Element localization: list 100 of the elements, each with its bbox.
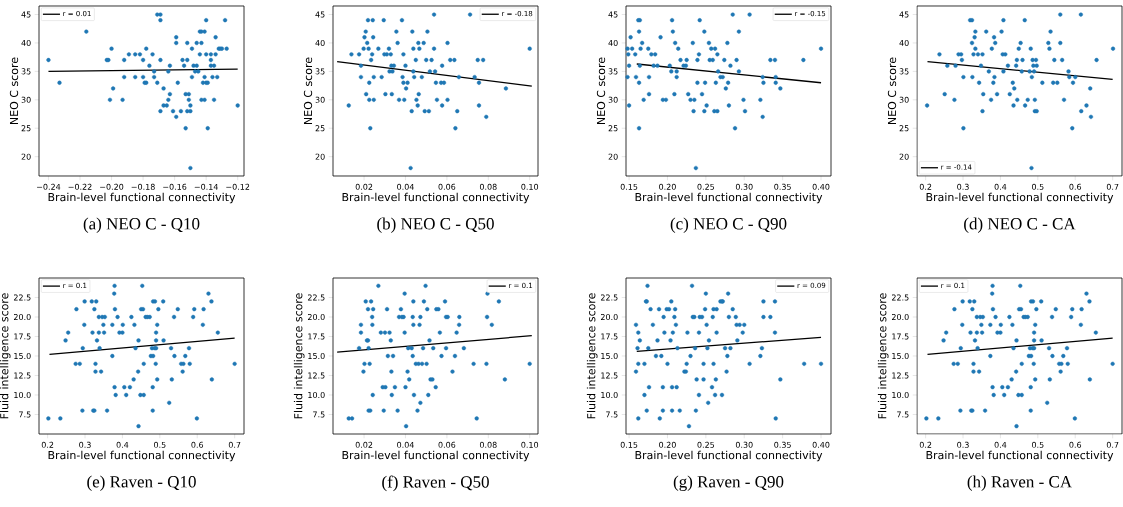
y-tick-label: 17.5 xyxy=(892,333,909,340)
y-tick-label: 20.0 xyxy=(13,313,31,321)
x-tick-label: −0.22 xyxy=(68,183,92,190)
y-tick-label: 30 xyxy=(899,96,909,103)
y-tick-label: 35 xyxy=(315,68,325,75)
text: (e) Raven - Q10 xyxy=(87,475,196,491)
y-tick-label: 7.5 xyxy=(606,411,618,418)
x-tick-label: 0.15 xyxy=(620,441,638,448)
x-tick-label: 0.02 xyxy=(355,441,373,448)
x-tick-label: 0.6 xyxy=(1069,441,1082,448)
x-tick-label: −0.24 xyxy=(37,183,61,190)
x-tick-label: 0.25 xyxy=(697,183,715,190)
x-tick-label: 0.10 xyxy=(521,183,539,190)
y-tick-label: 25 xyxy=(899,125,909,132)
x-tick-label: 0.10 xyxy=(521,441,539,448)
y-tick-label: 45 xyxy=(315,11,325,18)
y-tick-label: 15.0 xyxy=(308,352,325,360)
y-tick-label: 20.0 xyxy=(307,313,325,321)
y-tick-label: 40 xyxy=(315,39,325,46)
y-tick-label: 12.5 xyxy=(14,372,31,379)
y-tick-label: 40 xyxy=(21,39,31,46)
y-tick-label: 35 xyxy=(608,68,618,75)
y-tick-label: 15.0 xyxy=(601,352,618,360)
y-tick-label: 22.5 xyxy=(13,294,31,301)
y-tick-label: 12.5 xyxy=(892,372,909,379)
x-tick-label: 0.6 xyxy=(191,441,204,448)
x-tick-label: 0.35 xyxy=(774,183,791,190)
y-tick-label: 10.0 xyxy=(601,391,618,399)
y-axis-title: NEO C score xyxy=(303,57,313,124)
x-tick-label: 0.4 xyxy=(116,441,129,448)
y-tick-label: 40 xyxy=(899,39,909,46)
text: (c) NEO C - Q90 xyxy=(670,217,787,233)
y-tick-label: 10.0 xyxy=(308,391,325,399)
x-tick-label: −0.16 xyxy=(163,183,187,190)
y-tick-label: 17.5 xyxy=(14,333,31,340)
y-tick-label: 20 xyxy=(315,153,325,160)
y-tick-label: 22.5 xyxy=(891,294,909,301)
text: (d) NEO C - CA xyxy=(964,217,1076,233)
y-tick-label: 15.0 xyxy=(892,352,909,360)
y-tick-label: 12.5 xyxy=(601,372,618,379)
x-tick-label: 0.15 xyxy=(620,183,638,190)
y-tick-label: 7.5 xyxy=(19,411,31,418)
x-axis-title: Brain-level functional connectivity xyxy=(342,450,530,462)
x-tick-label: 0.06 xyxy=(438,183,456,190)
x-tick-label: 0.7 xyxy=(1106,183,1119,190)
x-tick-label: 0.06 xyxy=(438,441,456,448)
text: (f) Raven - Q50 xyxy=(382,475,489,492)
x-tick-label: 0.08 xyxy=(479,441,497,448)
y-tick-label: 10.0 xyxy=(14,391,31,399)
x-tick-label: 0.6 xyxy=(1069,183,1082,190)
y-tick-label: 17.5 xyxy=(308,333,325,340)
y-axis-title: Fluid intelligence score xyxy=(293,293,305,419)
y-tick-label: 20 xyxy=(608,153,618,160)
x-axis-title: Brain-level functional connectivity xyxy=(926,192,1114,204)
y-tick-label: 25 xyxy=(21,125,31,132)
y-tick-label: 15.0 xyxy=(14,352,31,360)
y-axis-title: NEO C score xyxy=(596,57,606,124)
text: (h) Raven - CA xyxy=(967,475,1073,491)
x-tick-label: 0.30 xyxy=(735,183,753,190)
y-tick-label: 20.0 xyxy=(600,313,618,321)
y-axis-title: Fluid intelligence score xyxy=(0,293,11,419)
y-axis-title: Fluid intelligence score xyxy=(877,293,889,419)
x-tick-label: 0.7 xyxy=(228,441,241,448)
y-tick-label: 20.0 xyxy=(891,313,909,321)
x-tick-label: 0.2 xyxy=(41,441,54,448)
x-tick-label: −0.14 xyxy=(194,183,218,190)
x-tick-label: 0.35 xyxy=(774,441,791,448)
x-tick-label: 0.5 xyxy=(1032,183,1044,190)
x-tick-label: 0.04 xyxy=(397,183,414,190)
y-tick-label: 30 xyxy=(315,96,325,103)
y-tick-label: 35 xyxy=(21,68,31,75)
x-axis-title: Brain-level functional connectivity xyxy=(48,450,236,462)
x-tick-label: 0.2 xyxy=(919,183,932,190)
x-tick-label: 0.02 xyxy=(355,183,373,190)
y-tick-label: 10.0 xyxy=(892,391,909,399)
x-axis-title: Brain-level functional connectivity xyxy=(342,192,530,204)
y-tick-label: 30 xyxy=(21,96,31,103)
y-tick-label: 7.5 xyxy=(313,411,325,418)
x-tick-label: 0.40 xyxy=(812,441,830,448)
x-tick-label: 0.30 xyxy=(735,441,753,448)
x-tick-label: 0.3 xyxy=(79,441,91,448)
x-axis-title: Brain-level functional connectivity xyxy=(635,450,823,462)
y-tick-label: 12.5 xyxy=(308,372,325,379)
x-tick-label: 0.5 xyxy=(1032,441,1044,448)
x-tick-label: 0.20 xyxy=(659,441,676,448)
x-tick-label: 0.4 xyxy=(994,183,1007,190)
y-tick-label: 30 xyxy=(608,96,618,103)
x-tick-label: 0.08 xyxy=(479,183,497,190)
x-axis-title: Brain-level functional connectivity xyxy=(926,450,1114,462)
text: (a) NEO C - Q10 xyxy=(83,217,200,233)
x-tick-label: 0.04 xyxy=(397,441,414,448)
y-tick-label: 7.5 xyxy=(897,411,909,418)
x-tick-label: 0.7 xyxy=(1106,441,1119,448)
y-tick-label: 45 xyxy=(21,11,31,18)
x-tick-label: 0.3 xyxy=(957,441,969,448)
x-tick-label: −0.20 xyxy=(100,183,124,190)
y-axis-title: NEO C score xyxy=(9,57,19,124)
x-tick-label: 0.25 xyxy=(697,441,715,448)
x-tick-label: 0.3 xyxy=(957,183,969,190)
x-axis-title: Brain-level functional connectivity xyxy=(635,192,823,204)
